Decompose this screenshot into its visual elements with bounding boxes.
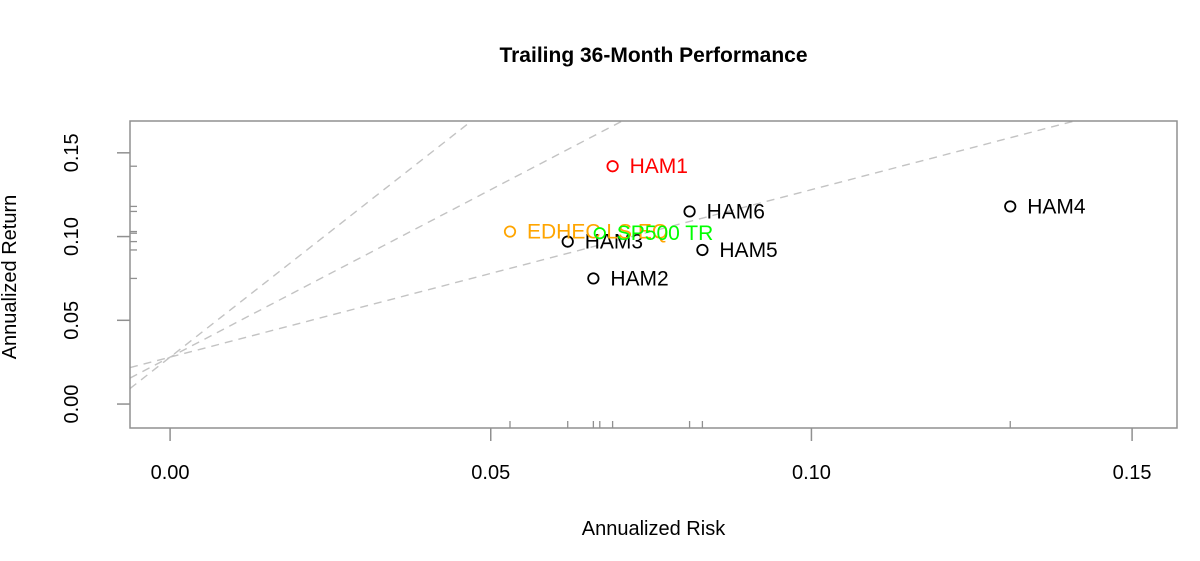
chart-title: Trailing 36-Month Performance	[499, 44, 808, 67]
data-point-HAM3	[561, 235, 574, 248]
y-tick-label-0.10: 0.10	[61, 217, 83, 256]
x-tick-label-0.15: 0.15	[1113, 462, 1152, 484]
sharpe-line-3	[130, 121, 473, 390]
point-label-HAM1: HAM1	[630, 155, 688, 178]
point-label-HAM4: HAM4	[1027, 195, 1086, 218]
data-point-HAM2	[587, 272, 600, 285]
x-tick-label-0.00: 0.00	[151, 462, 190, 484]
data-point-HAM5	[696, 243, 709, 257]
data-point-HAM6	[683, 205, 696, 218]
point-label-HAM5: HAM5	[719, 239, 777, 262]
data-point-SP500 TR	[593, 227, 606, 240]
x-tick-label-0.10: 0.10	[792, 462, 831, 484]
point-label-HAM3: HAM3	[585, 231, 643, 254]
data-point-HAM4	[1004, 200, 1017, 213]
y-tick-label-0.05: 0.05	[61, 301, 83, 340]
x-axis-title: Annualized Risk	[581, 518, 726, 540]
data-point-HAM1	[606, 160, 619, 173]
y-tick-label-0.15: 0.15	[61, 133, 83, 172]
plot-box	[129, 120, 1178, 429]
sharpe-line-2	[130, 121, 624, 379]
y-axis-title: Annualized Return	[0, 194, 21, 360]
point-label-HAM6: HAM6	[707, 200, 765, 223]
x-tick-label-0.05: 0.05	[471, 462, 510, 484]
point-label-HAM2: HAM2	[610, 267, 668, 290]
sharpe-line-1	[130, 121, 1078, 369]
point-label-SP500 TR: SP500 TR	[617, 222, 714, 245]
sharpe-lines-group	[130, 121, 1078, 390]
data-point-EDHEC LS EQ	[503, 225, 517, 238]
point-label-EDHEC LS EQ: EDHEC LS EQ	[527, 221, 668, 244]
y-tick-label-0.00: 0.00	[61, 385, 83, 424]
